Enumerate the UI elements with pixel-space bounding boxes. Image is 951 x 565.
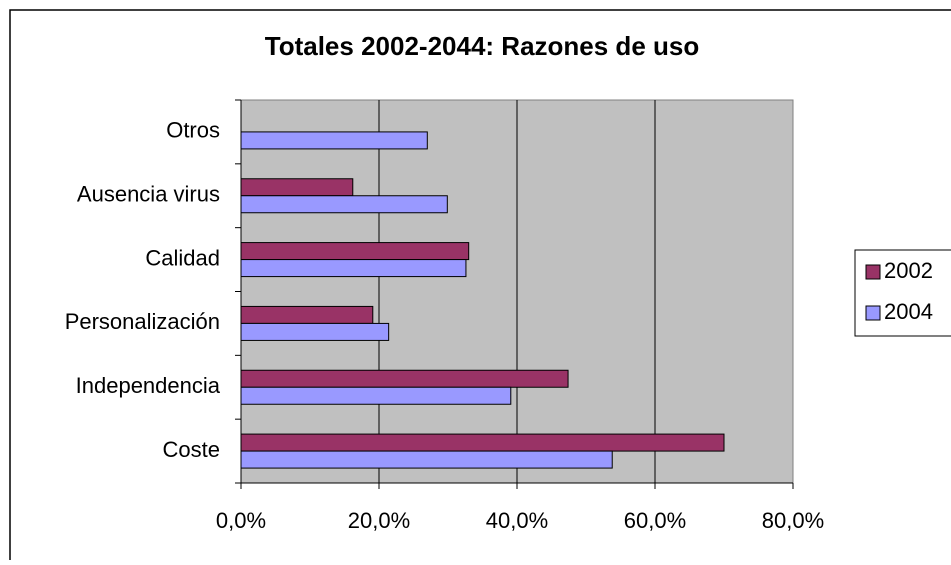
bar xyxy=(240,259,467,278)
bar xyxy=(240,369,569,388)
bar xyxy=(240,386,512,405)
y-tick-label: Personalización xyxy=(65,309,220,334)
x-tick-label: 0,0% xyxy=(216,508,266,533)
bar xyxy=(240,178,354,197)
bar xyxy=(240,242,470,261)
x-tick-label: 80,0% xyxy=(762,508,824,533)
bar xyxy=(240,131,428,150)
legend-box xyxy=(854,249,951,337)
bar xyxy=(240,305,374,324)
bar xyxy=(240,322,390,341)
bar xyxy=(240,450,613,469)
bar xyxy=(240,433,725,452)
x-tick-label: 60,0% xyxy=(624,508,686,533)
legend-label: 2004 xyxy=(884,299,933,324)
bar xyxy=(240,195,448,214)
y-tick-label: Independencia xyxy=(76,373,221,398)
y-tick-label: Calidad xyxy=(145,245,220,270)
x-tick-label: 20,0% xyxy=(348,508,410,533)
y-tick-label: Otros xyxy=(166,118,220,143)
y-tick-label: Ausencia virus xyxy=(77,182,220,207)
legend-label: 2002 xyxy=(884,258,933,283)
chart-title: Totales 2002-2044: Razones de uso xyxy=(265,31,699,61)
x-tick-label: 40,0% xyxy=(486,508,548,533)
legend-swatch xyxy=(865,264,881,280)
y-tick-label: Coste xyxy=(163,437,220,462)
legend-swatch xyxy=(865,305,881,321)
